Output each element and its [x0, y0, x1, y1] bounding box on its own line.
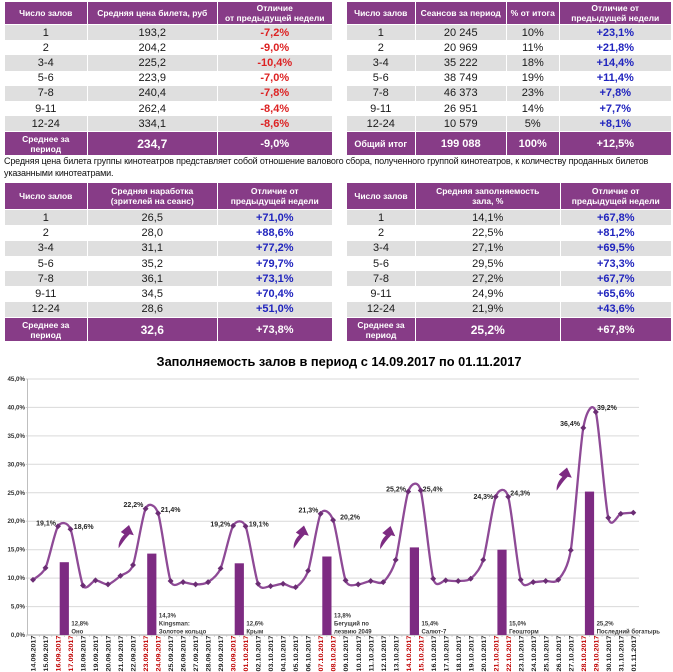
svg-text:Оно: Оно [71, 630, 83, 636]
svg-text:12,6%: 12,6% [246, 622, 264, 628]
svg-text:25,2%: 25,2% [597, 622, 615, 628]
svg-text:18.10.2017: 18.10.2017 [456, 635, 463, 671]
svg-text:02.10.2017: 02.10.2017 [256, 635, 263, 671]
svg-text:09.10.2017: 09.10.2017 [343, 635, 350, 671]
svg-text:12,8%: 12,8% [71, 622, 89, 628]
svg-text:45,0%: 45,0% [7, 376, 25, 383]
svg-text:25.09.2017: 25.09.2017 [168, 635, 175, 671]
svg-text:20.09.2017: 20.09.2017 [106, 635, 113, 671]
svg-text:30,0%: 30,0% [7, 461, 25, 468]
svg-text:Крым: Крым [246, 630, 263, 636]
svg-text:03.10.2017: 03.10.2017 [268, 635, 275, 671]
svg-text:10.10.2017: 10.10.2017 [356, 635, 363, 671]
svg-text:36,4%: 36,4% [560, 421, 581, 428]
svg-text:19,1%: 19,1% [36, 520, 57, 527]
svg-text:29.09.2017: 29.09.2017 [218, 635, 225, 671]
svg-text:01.10.2017: 01.10.2017 [243, 635, 250, 671]
svg-text:20,2%: 20,2% [340, 514, 361, 521]
svg-text:Салют-7: Салют-7 [422, 630, 447, 636]
svg-text:26.09.2017: 26.09.2017 [181, 635, 188, 671]
svg-text:лезвию 2049: лезвию 2049 [334, 630, 372, 636]
svg-text:24,3%: 24,3% [510, 491, 531, 498]
svg-text:14.10.2017: 14.10.2017 [406, 635, 413, 671]
svg-text:Последний богатырь: Последний богатырь [597, 629, 661, 636]
svg-text:Kingsman:: Kingsman: [159, 622, 190, 628]
svg-text:14.09.2017: 14.09.2017 [31, 635, 38, 671]
svg-text:25,4%: 25,4% [423, 486, 444, 493]
svg-text:18.09.2017: 18.09.2017 [81, 635, 88, 671]
svg-text:22.10.2017: 22.10.2017 [506, 635, 513, 671]
svg-text:25.10.2017: 25.10.2017 [543, 635, 550, 671]
svg-text:21,3%: 21,3% [299, 508, 320, 515]
svg-text:22,2%: 22,2% [124, 502, 145, 509]
svg-text:18,6%: 18,6% [74, 524, 95, 531]
svg-text:26.10.2017: 26.10.2017 [556, 635, 563, 671]
svg-text:17.10.2017: 17.10.2017 [443, 635, 450, 671]
svg-text:21,4%: 21,4% [161, 507, 182, 514]
svg-text:24,3%: 24,3% [473, 494, 494, 501]
svg-text:24.10.2017: 24.10.2017 [531, 635, 538, 671]
svg-text:25,2%: 25,2% [386, 486, 407, 493]
svg-text:Геошторм: Геошторм [509, 630, 539, 636]
svg-text:07.10.2017: 07.10.2017 [318, 635, 325, 671]
svg-text:28.10.2017: 28.10.2017 [581, 635, 588, 671]
svg-text:12.10.2017: 12.10.2017 [381, 635, 388, 671]
svg-text:17.09.2017: 17.09.2017 [68, 635, 75, 671]
svg-text:16.09.2017: 16.09.2017 [56, 635, 63, 671]
svg-text:20,0%: 20,0% [7, 518, 25, 525]
svg-text:40,0%: 40,0% [7, 404, 25, 411]
svg-text:23.10.2017: 23.10.2017 [518, 635, 525, 671]
svg-text:15,4%: 15,4% [422, 622, 440, 628]
svg-text:30.10.2017: 30.10.2017 [606, 635, 613, 671]
svg-text:19,1%: 19,1% [249, 522, 270, 529]
svg-text:15.10.2017: 15.10.2017 [418, 635, 425, 671]
svg-text:24.09.2017: 24.09.2017 [156, 635, 163, 671]
svg-text:31.10.2017: 31.10.2017 [618, 635, 625, 671]
svg-text:19.10.2017: 19.10.2017 [468, 635, 475, 671]
svg-text:23.09.2017: 23.09.2017 [143, 635, 150, 671]
svg-text:35,0%: 35,0% [7, 433, 25, 440]
svg-text:21.09.2017: 21.09.2017 [118, 635, 125, 671]
svg-text:01.11.2017: 01.11.2017 [631, 635, 638, 671]
svg-text:08.10.2017: 08.10.2017 [331, 635, 338, 671]
svg-text:Заполняемость залов в период с: Заполняемость залов в период с 14.09.201… [157, 354, 522, 369]
svg-text:28.09.2017: 28.09.2017 [206, 635, 213, 671]
svg-text:19.09.2017: 19.09.2017 [93, 635, 100, 671]
svg-text:27.10.2017: 27.10.2017 [568, 635, 575, 671]
svg-text:25,0%: 25,0% [7, 490, 25, 497]
svg-text:15.09.2017: 15.09.2017 [43, 635, 50, 671]
svg-text:14,3%: 14,3% [159, 614, 177, 620]
svg-text:20.10.2017: 20.10.2017 [481, 635, 488, 671]
svg-text:22.09.2017: 22.09.2017 [131, 635, 138, 671]
svg-text:29.10.2017: 29.10.2017 [593, 635, 600, 671]
svg-text:11.10.2017: 11.10.2017 [368, 635, 375, 671]
svg-text:5,0%: 5,0% [11, 604, 26, 611]
svg-text:19,2%: 19,2% [210, 522, 231, 529]
svg-text:05.10.2017: 05.10.2017 [293, 635, 300, 671]
svg-text:13,8%: 13,8% [334, 614, 352, 620]
svg-text:10,0%: 10,0% [7, 575, 25, 582]
svg-text:Золотое кольцо: Золотое кольцо [159, 630, 207, 636]
svg-text:15,0%: 15,0% [7, 547, 25, 554]
svg-text:30.09.2017: 30.09.2017 [231, 635, 238, 671]
svg-text:39,2%: 39,2% [597, 405, 618, 412]
svg-text:Бегущий по: Бегущий по [334, 621, 369, 628]
svg-text:21.10.2017: 21.10.2017 [493, 635, 500, 671]
svg-text:27.09.2017: 27.09.2017 [193, 635, 200, 671]
svg-text:0,0%: 0,0% [11, 632, 26, 639]
svg-text:13.10.2017: 13.10.2017 [393, 635, 400, 671]
svg-text:15,0%: 15,0% [509, 622, 527, 628]
svg-text:06.10.2017: 06.10.2017 [306, 635, 313, 671]
svg-text:04.10.2017: 04.10.2017 [281, 635, 288, 671]
svg-text:16.10.2017: 16.10.2017 [431, 635, 438, 671]
